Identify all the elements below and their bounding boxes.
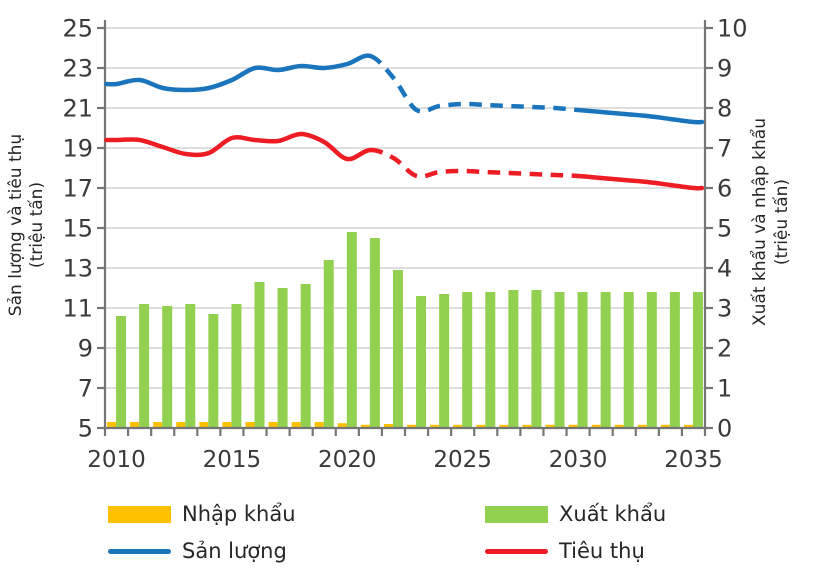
svg-text:1: 1 xyxy=(717,375,732,403)
svg-text:4: 4 xyxy=(717,255,732,283)
svg-text:19: 19 xyxy=(62,135,93,163)
svg-text:2035: 2035 xyxy=(664,447,723,473)
legend-label-san-luong: Sản lượng xyxy=(182,539,287,563)
legend-item-nhap-khau: Nhập khẩu xyxy=(108,502,296,526)
bars-nhap-khau xyxy=(107,422,693,428)
svg-text:13: 13 xyxy=(62,255,93,283)
svg-text:2015: 2015 xyxy=(203,447,262,473)
gridlines xyxy=(105,27,705,389)
svg-text:15: 15 xyxy=(62,215,93,243)
svg-text:23: 23 xyxy=(62,55,93,83)
legend-item-san-luong: Sản lượng xyxy=(108,539,287,563)
legend-item-tieu-thu: Tiêu thụ xyxy=(485,539,645,563)
svg-text:9: 9 xyxy=(717,55,732,83)
svg-text:11: 11 xyxy=(62,295,93,323)
left-axis-unit: (triệu tấn) xyxy=(26,182,47,268)
line-san-luong xyxy=(104,53,705,125)
svg-text:9: 9 xyxy=(78,335,93,363)
right-axis-unit: (triệu tấn) xyxy=(771,179,792,265)
svg-text:7: 7 xyxy=(78,375,93,403)
svg-text:21: 21 xyxy=(62,95,93,123)
left-axis-title: Sản lượng và tiêu thụ xyxy=(6,134,26,316)
legend-label-xuat-khau: Xuất khẩu xyxy=(559,502,667,526)
right-axis-title: Xuất khẩu và nhập khẩu xyxy=(749,118,770,326)
svg-text:2: 2 xyxy=(717,335,732,363)
svg-text:2030: 2030 xyxy=(549,447,608,473)
svg-text:0: 0 xyxy=(717,415,732,443)
svg-text:5: 5 xyxy=(717,215,732,243)
svg-text:5: 5 xyxy=(78,415,93,443)
svg-text:2010: 2010 xyxy=(87,447,146,473)
svg-text:2025: 2025 xyxy=(433,447,492,473)
svg-text:17: 17 xyxy=(62,175,93,203)
legend-label-nhap-khau: Nhập khẩu xyxy=(182,502,296,526)
legend-item-xuat-khau: Xuất khẩu xyxy=(485,502,666,526)
line-tieu-thu xyxy=(104,131,705,191)
svg-text:2020: 2020 xyxy=(318,447,377,473)
legend-swatch-san-luong xyxy=(108,548,171,554)
svg-text:7: 7 xyxy=(717,135,732,163)
legend-label-tieu-thu: Tiêu thụ xyxy=(559,539,645,563)
bars-xuat-khau xyxy=(116,232,703,428)
svg-text:6: 6 xyxy=(717,175,732,203)
svg-text:3: 3 xyxy=(717,295,732,323)
legend-swatch-nhap-khau xyxy=(108,505,171,523)
legend-swatch-tieu-thu xyxy=(485,548,548,554)
axis-titles: Sản lượng và tiêu thụ (triệu tấn) Xuất khẩ… xyxy=(6,118,792,326)
svg-text:8: 8 xyxy=(717,95,732,123)
svg-text:10: 10 xyxy=(717,15,748,43)
axes xyxy=(97,20,713,436)
legend-swatch-xuat-khau xyxy=(485,505,548,523)
svg-text:25: 25 xyxy=(62,15,93,43)
